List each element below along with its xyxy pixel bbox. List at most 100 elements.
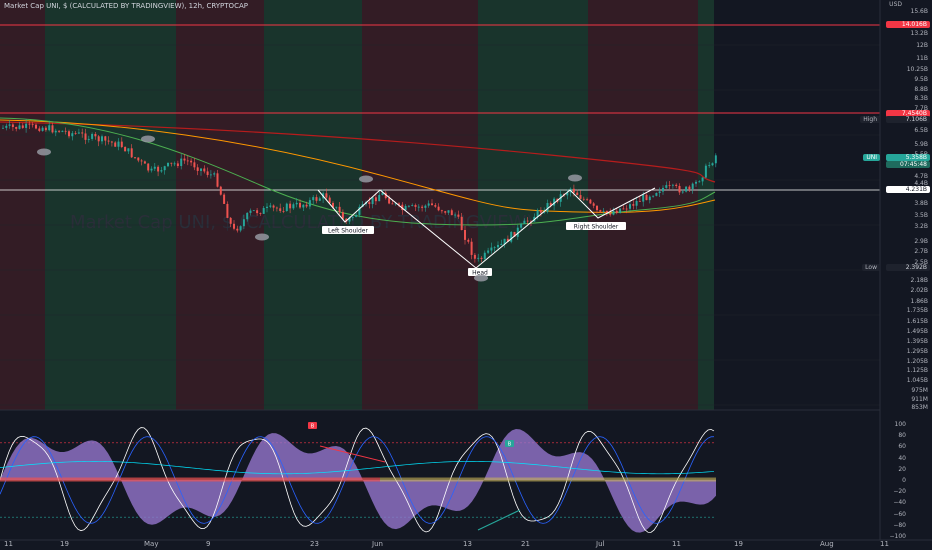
zone-bear — [176, 0, 218, 410]
osc-red-band — [0, 477, 380, 482]
price-axis-label: 13.2B — [910, 30, 928, 37]
candle-body — [312, 197, 315, 201]
candle-body — [457, 214, 460, 217]
candle-body — [200, 168, 202, 171]
uni-time-tag: 07:45:48 — [886, 161, 930, 168]
candle-body — [170, 162, 173, 164]
candle-body — [209, 174, 212, 176]
candle-body — [239, 226, 242, 231]
candle-body — [615, 210, 618, 214]
candle-body — [259, 213, 262, 214]
time-axis-label: Jul — [596, 540, 605, 548]
candle-body — [487, 250, 490, 253]
candle-body — [536, 210, 539, 217]
candle-body — [701, 177, 704, 182]
resistance-mid-tag: 7.4540B — [886, 110, 930, 117]
candle-body — [325, 193, 328, 198]
price-axis-label: 853M — [911, 404, 928, 411]
candle-body — [51, 125, 54, 133]
horizontal-lines — [0, 24, 880, 406]
candle-body — [18, 125, 21, 129]
candle-body — [351, 216, 354, 218]
candle-body — [345, 218, 348, 222]
price-axis-label: 3.2B — [914, 223, 928, 230]
candle-body — [341, 212, 344, 219]
price-axis-label: 8.3B — [914, 95, 928, 102]
bull-marker-label: B — [508, 442, 512, 448]
candle-body — [460, 216, 463, 231]
watermark: Market Cap UNI, $ (CALCULATED BY TRADING… — [70, 212, 533, 233]
candle-body — [348, 217, 351, 222]
candle-body — [681, 191, 684, 193]
candle-body — [5, 125, 8, 128]
price-axis-label: 1.495B — [906, 328, 928, 335]
candle-body — [292, 204, 295, 209]
candle-body — [612, 210, 615, 215]
oscillator-axis-label: 100 — [894, 421, 906, 428]
signal-ellipse — [141, 135, 155, 143]
candle-body — [147, 163, 150, 171]
candle-body — [328, 197, 331, 203]
zone-bull — [530, 0, 588, 410]
uni-value-tag: 5.358B — [886, 154, 930, 161]
candle-body — [490, 247, 493, 251]
candle-body — [190, 160, 193, 163]
resistance-top-tag: 14.016B — [886, 21, 930, 28]
price-axis-label: 3.5B — [914, 212, 928, 219]
candle-body — [134, 157, 136, 159]
candle-body — [434, 205, 437, 207]
candle-body — [638, 200, 641, 202]
candle-body — [454, 214, 457, 216]
price-axis-label: 2.9B — [914, 238, 928, 245]
candle-body — [332, 202, 334, 208]
candle-body — [549, 203, 552, 206]
candle-body — [513, 231, 516, 237]
candle-body — [233, 223, 235, 229]
candle-body — [150, 168, 153, 171]
candle-body — [269, 205, 272, 207]
oscillator-axis-label: −60 — [893, 510, 906, 518]
candle-body — [665, 185, 668, 188]
candle-body — [279, 208, 282, 212]
candle-body — [107, 140, 110, 142]
signal-ellipse — [474, 274, 488, 282]
candle-body — [74, 133, 77, 135]
candle-body — [642, 194, 645, 202]
candle-body — [652, 195, 655, 197]
candle-body — [407, 205, 410, 207]
candle-body — [289, 203, 292, 209]
osc-wave-fast — [0, 427, 715, 533]
zone-bear — [0, 0, 45, 410]
time-axis-label: 23 — [310, 540, 319, 548]
candle-body — [632, 204, 635, 206]
candle-body — [596, 205, 598, 211]
zone-bear — [218, 0, 264, 410]
zone-bull — [698, 0, 714, 410]
candle-body — [38, 128, 41, 131]
candle-body — [398, 203, 400, 205]
candle-body — [203, 168, 206, 172]
high-value-tag: 7.106B — [886, 116, 930, 123]
ma-green-line — [0, 117, 716, 226]
candle-body — [302, 204, 305, 208]
candle-body — [605, 210, 608, 214]
candle-body — [404, 205, 407, 211]
oscillator-axis-label: −100 — [889, 533, 906, 540]
candle-body — [493, 247, 496, 249]
bear-divergence-line — [319, 445, 386, 463]
candle-body — [127, 148, 130, 152]
candle-body — [503, 238, 506, 244]
candle-body — [58, 130, 61, 132]
zone-bull — [45, 0, 88, 410]
price-axis-label: 15.6B — [910, 8, 928, 15]
candle-body — [15, 126, 18, 129]
candle-body — [510, 231, 513, 242]
candle-body — [335, 206, 338, 208]
candle-body — [193, 162, 196, 168]
candle-body — [196, 167, 199, 171]
time-axis-label: 11 — [4, 540, 13, 548]
candle-body — [477, 257, 480, 259]
candle-body — [388, 198, 391, 204]
bull-divergence-line — [477, 509, 521, 531]
